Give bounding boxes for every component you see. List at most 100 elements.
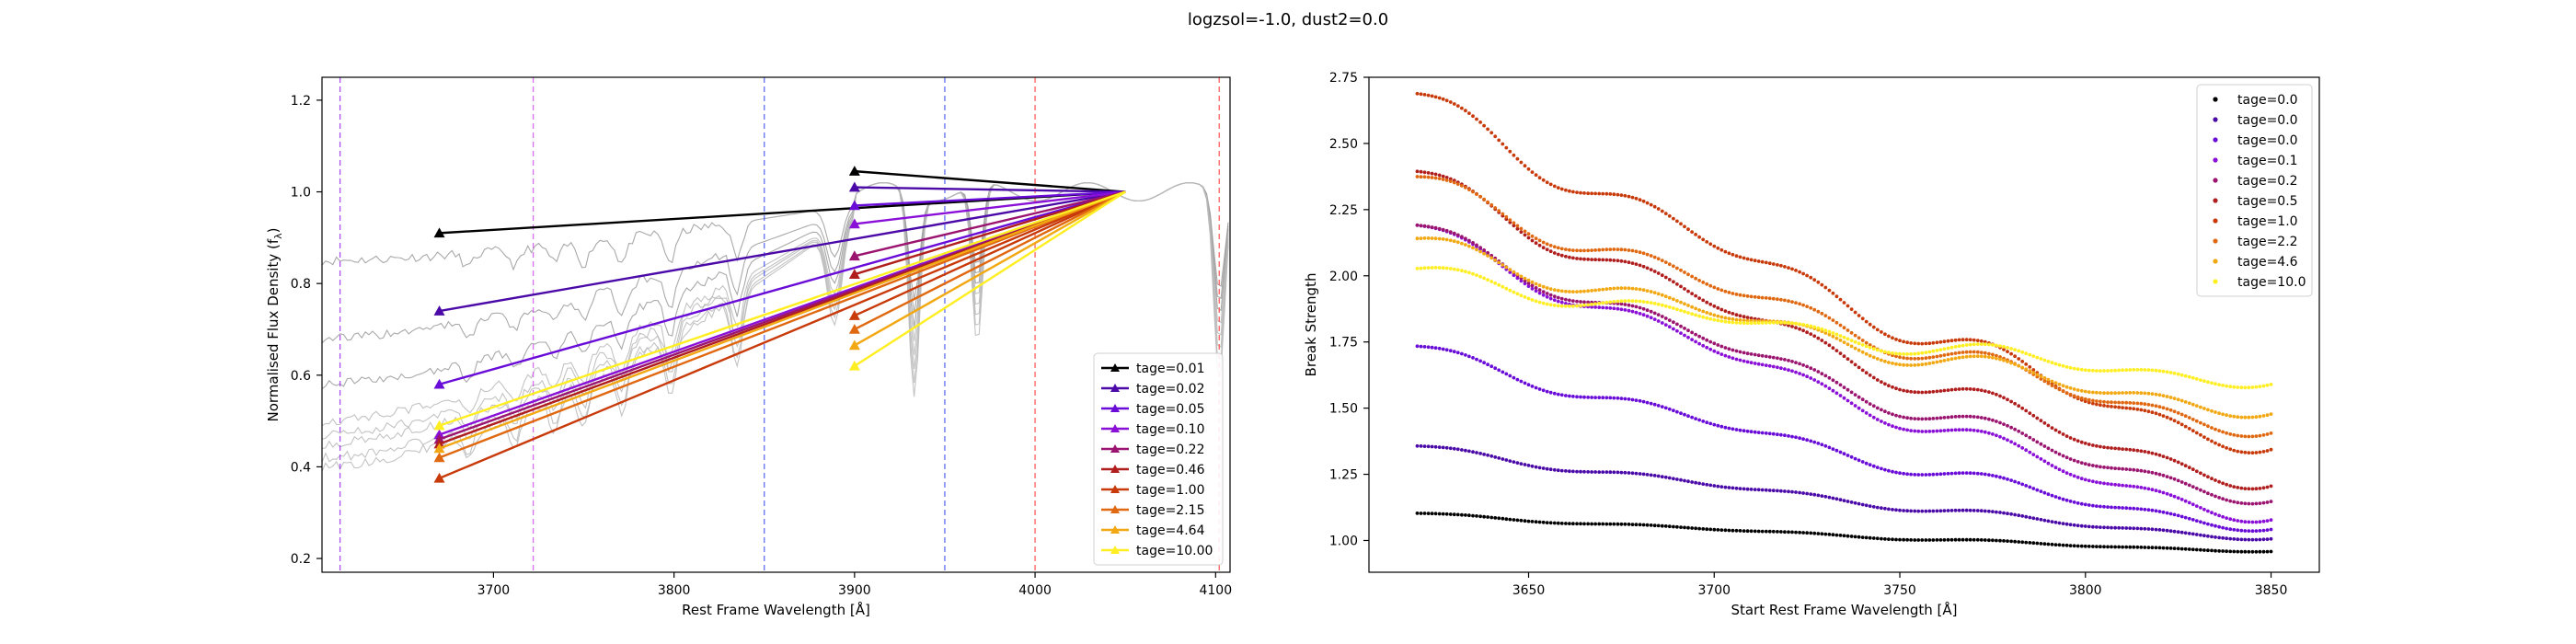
break-strength-point [1701, 336, 1706, 340]
break-strength-point [2135, 526, 2140, 531]
break-strength-point [2247, 415, 2251, 420]
break-strength-point [2031, 354, 2036, 358]
break-strength-point [1827, 329, 1832, 334]
break-strength-point [1868, 504, 1872, 508]
break-strength-point [1875, 328, 1880, 332]
break-strength-point [1905, 416, 1910, 420]
break-strength-point [1619, 470, 1624, 475]
break-strength-point [1891, 412, 1894, 417]
break-strength-point [1738, 358, 1742, 362]
break-strength-point [1464, 270, 1467, 274]
break-strength-point [1987, 417, 1991, 421]
break-strength-point [2009, 351, 2014, 356]
break-strength-point [1448, 100, 1453, 104]
break-strength-point [2239, 434, 2244, 438]
break-strength-point [2031, 541, 2036, 546]
break-strength-point [1448, 230, 1453, 235]
break-strength-point [1882, 359, 1887, 363]
break-strength-point [1652, 474, 1657, 477]
break-strength-point [1887, 422, 1891, 427]
break-strength-point [2236, 519, 2240, 523]
break-strength-point [1957, 344, 1961, 349]
break-strength-point [1953, 428, 1958, 432]
break-strength-point [1767, 489, 1772, 492]
break-strength-point [2199, 533, 2202, 537]
break-strength-point [2061, 497, 2065, 501]
break-strength-point [1860, 350, 1865, 354]
break-strength-point [1548, 390, 1553, 395]
break-strength-point [2258, 385, 2262, 388]
legend-box [1093, 352, 1224, 566]
break-strength-point [1809, 305, 1813, 310]
break-strength-point [1920, 430, 1925, 433]
break-strength-point [2009, 399, 2014, 404]
break-strength-point [2168, 529, 2173, 534]
break-strength-point [2183, 424, 2188, 429]
break-strength-point [2072, 366, 2076, 371]
break-strength-point [1905, 509, 1910, 513]
break-strength-point [2183, 531, 2188, 535]
break-strength-point [1913, 363, 1917, 367]
break-strength-point [2214, 523, 2217, 528]
break-strength-point [1597, 301, 1602, 305]
break-strength-point [2232, 537, 2237, 541]
break-strength-point [2228, 549, 2233, 554]
break-strength-point [1995, 356, 1998, 361]
break-strength-point [1601, 191, 1605, 196]
break-strength-point [1764, 321, 1768, 325]
break-strength-point [1464, 236, 1467, 241]
break-strength-point [1987, 473, 1991, 477]
break-strength-point [1482, 361, 1486, 365]
break-strength-point [1556, 186, 1560, 190]
break-strength-point [1801, 328, 1805, 333]
break-strength-point [1590, 303, 1593, 306]
break-strength-point [1660, 273, 1664, 278]
break-strength-point [1460, 512, 1464, 517]
break-strength-point [1616, 470, 1620, 475]
break-strength-point [1597, 470, 1602, 474]
break-strength-point [1571, 190, 1575, 194]
break-strength-point [2261, 433, 2266, 437]
break-strength-point [1738, 487, 1742, 490]
break-strength-point [1455, 512, 1460, 517]
break-strength-point [1519, 230, 1524, 235]
break-strength-point [1486, 200, 1489, 204]
break-strength-point [1842, 326, 1846, 330]
break-strength-point [2221, 535, 2225, 540]
legend-marker [2213, 117, 2218, 122]
break-strength-point [1938, 472, 1943, 477]
break-strength-point [2176, 397, 2180, 402]
break-strength-point [2013, 512, 2018, 517]
legend-marker [2213, 137, 2218, 143]
break-strength-point [2009, 347, 2014, 351]
break-strength-point [1541, 284, 1546, 289]
break-strength-point [1708, 302, 1713, 306]
break-strength-point [2053, 362, 2058, 366]
break-strength-point [1979, 472, 1984, 476]
break-strength-point [2168, 371, 2173, 374]
break-strength-point [1541, 301, 1546, 305]
break-strength-point [2217, 411, 2222, 416]
break-strength-point [2002, 539, 2006, 543]
break-strength-point [1760, 529, 1765, 534]
break-strength-point [2210, 381, 2214, 385]
break-strength-point [1422, 345, 1427, 349]
break-strength-point [1983, 472, 1987, 477]
break-strength-point [2221, 412, 2225, 417]
break-strength-point [1882, 506, 1887, 511]
break-strength-point [1983, 430, 1987, 434]
legend-label: tage=10.00 [1136, 544, 1213, 558]
blue-continuum-line [439, 190, 1126, 385]
break-strength-point [2106, 505, 2110, 509]
break-strength-point [1575, 299, 1579, 304]
break-strength-point [1430, 236, 1434, 240]
break-strength-point [1601, 247, 1605, 252]
break-strength-point [1946, 339, 1950, 343]
break-strength-point [1541, 290, 1546, 293]
break-strength-point [1623, 303, 1627, 306]
break-strength-point [2113, 545, 2118, 549]
break-strength-point [1649, 290, 1653, 293]
break-strength-point [2250, 385, 2255, 389]
break-strength-point [1857, 501, 1861, 506]
break-strength-point [2002, 358, 2006, 362]
